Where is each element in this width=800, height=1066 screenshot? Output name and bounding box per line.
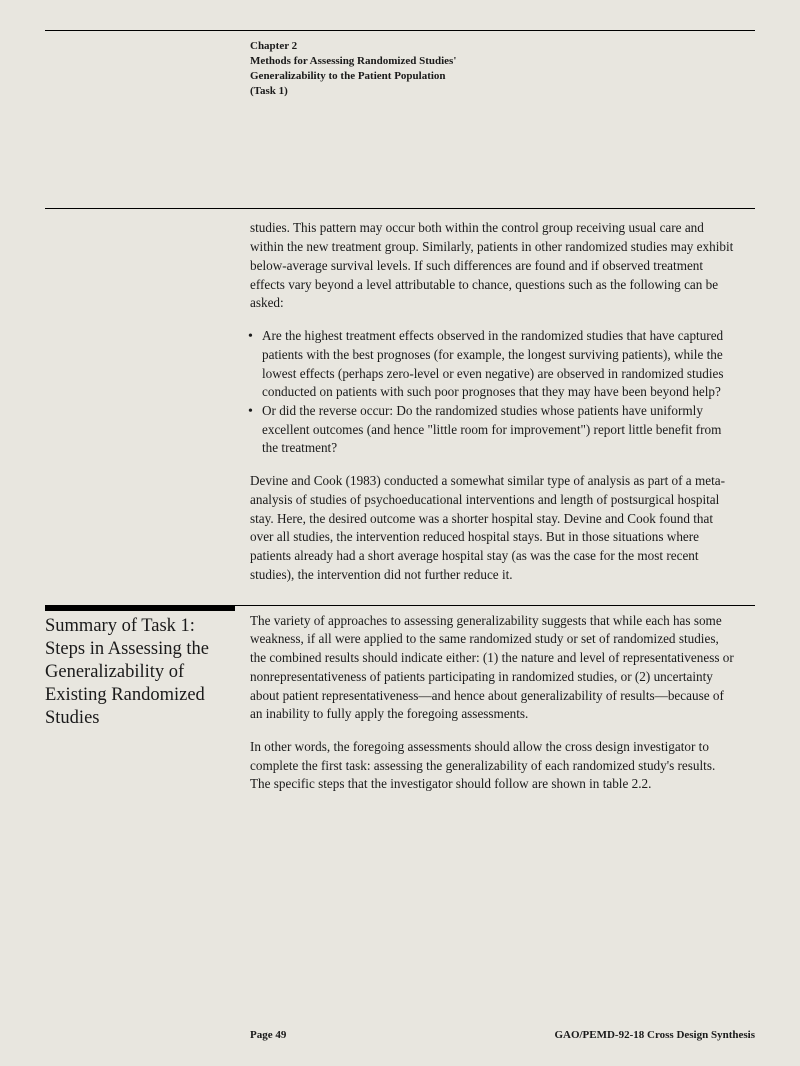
body-paragraph-2: Devine and Cook (1983) conducted a somew… — [250, 472, 735, 584]
section-heading: Summary of Task 1: Steps in Assessing th… — [45, 615, 235, 731]
chapter-task: (Task 1) — [250, 84, 715, 99]
section-heading-column: Summary of Task 1: Steps in Assessing th… — [45, 606, 250, 809]
chapter-title-line1: Methods for Assessing Randomized Studies… — [250, 54, 715, 69]
body-text-block: studies. This pattern may occur both wit… — [250, 219, 735, 584]
chapter-title-line2: Generalizability to the Patient Populati… — [250, 69, 715, 84]
chapter-number: Chapter 2 — [250, 39, 715, 54]
chapter-header: Chapter 2 Methods for Assessing Randomiz… — [250, 39, 715, 98]
document-reference: GAO/PEMD-92-18 Cross Design Synthesis — [554, 1029, 755, 1041]
section-thick-bar — [45, 606, 235, 611]
bullet-item-1: Are the highest treatment effects observ… — [250, 327, 735, 402]
top-horizontal-rule — [45, 30, 755, 31]
page-number: Page 49 — [250, 1029, 286, 1041]
section-paragraph-1: The variety of approaches to assessing g… — [250, 612, 735, 724]
body-paragraph-1: studies. This pattern may occur both wit… — [250, 219, 735, 313]
question-bullet-list: Are the highest treatment effects observ… — [250, 327, 735, 458]
section-paragraph-2: In other words, the foregoing assessment… — [250, 738, 735, 794]
summary-section: Summary of Task 1: Steps in Assessing th… — [45, 606, 755, 809]
section-body-column: The variety of approaches to assessing g… — [250, 606, 735, 809]
mid-horizontal-rule — [45, 208, 755, 209]
page-footer: Page 49 GAO/PEMD-92-18 Cross Design Synt… — [45, 1029, 755, 1041]
bullet-item-2: Or did the reverse occur: Do the randomi… — [250, 402, 735, 458]
